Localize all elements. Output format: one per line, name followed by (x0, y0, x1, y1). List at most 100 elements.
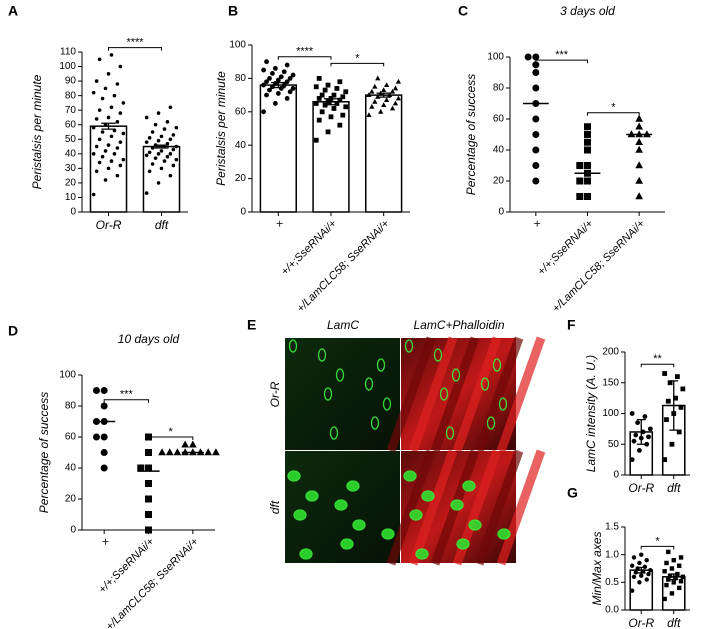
nucleus (288, 339, 298, 353)
significance-label: **** (296, 46, 314, 58)
nucleus (415, 548, 429, 560)
data-point (118, 111, 123, 115)
data-point (94, 117, 99, 121)
data-point (648, 567, 653, 573)
data-point (334, 86, 340, 91)
significance-bracket (148, 436, 194, 440)
data-point (340, 94, 346, 100)
nucleus (335, 368, 345, 382)
data-point (662, 569, 667, 574)
data-point (100, 96, 105, 101)
y-tick-label: 1.0 (605, 549, 619, 560)
significance-bracket (535, 59, 588, 64)
nucleus (445, 426, 455, 440)
muscle-fiber (386, 449, 436, 566)
significance-bracket (640, 363, 675, 368)
data-point (369, 103, 375, 109)
panel-label: A (8, 3, 18, 19)
data-point (109, 134, 114, 139)
data-point (664, 560, 669, 566)
data-point (576, 162, 584, 169)
data-point (664, 582, 669, 588)
nucleus (421, 490, 435, 502)
column-header: LamC+Phalloidin (413, 318, 504, 332)
y-tick-label: 80 (235, 73, 247, 84)
data-point (94, 169, 99, 174)
data-point (145, 526, 152, 534)
data-point (334, 101, 340, 106)
data-point (532, 61, 540, 69)
data-point (389, 105, 396, 111)
data-point (145, 495, 152, 503)
data-point (112, 152, 117, 156)
data-point (576, 177, 584, 185)
data-point (673, 575, 678, 581)
data-point (145, 464, 152, 472)
data-point (165, 120, 170, 124)
bar (142, 145, 181, 213)
data-point (188, 440, 197, 448)
x-tick-label: Or-R (628, 481, 654, 495)
y-tick-label: 50 (608, 439, 620, 450)
data-point (375, 75, 381, 81)
data-point (392, 85, 399, 91)
data-point (174, 125, 179, 130)
data-point (174, 157, 179, 162)
nucleus (439, 387, 449, 401)
data-point (584, 193, 591, 200)
data-point (147, 150, 152, 155)
data-point (153, 122, 158, 127)
data-point (316, 96, 322, 101)
error-bar (101, 122, 116, 130)
data-point (100, 464, 108, 472)
data-point (337, 79, 343, 85)
data-point (340, 112, 346, 118)
data-point (343, 89, 349, 95)
micrograph (386, 336, 546, 453)
nucleus (497, 528, 511, 540)
data-point (91, 192, 96, 197)
significance-bracket (277, 56, 332, 60)
data-point (272, 65, 278, 71)
nucleus (456, 538, 470, 550)
significance-label: * (611, 102, 616, 114)
data-point (261, 82, 266, 88)
nucleus (323, 387, 333, 401)
data-point (677, 563, 682, 568)
muscle-fiber (408, 336, 458, 453)
data-point (644, 558, 649, 563)
nucleus (305, 490, 319, 502)
data-point (366, 92, 372, 98)
nucleus (480, 377, 490, 391)
data-point (204, 448, 213, 456)
y-tick-label: 100 (602, 408, 619, 419)
data-point (112, 93, 117, 98)
data-point (103, 178, 108, 182)
data-point (669, 441, 675, 447)
y-tick-label: 20 (65, 494, 77, 505)
nucleus (352, 519, 366, 531)
error-bar (669, 380, 679, 431)
data-point (532, 177, 540, 185)
nucleus (346, 480, 360, 492)
data-point (171, 147, 176, 152)
muscle-fiber (386, 336, 436, 453)
significance-bracket (108, 47, 162, 51)
data-point (103, 86, 108, 91)
data-point (272, 101, 278, 106)
data-point (100, 449, 108, 456)
x-tick-label: × (99, 536, 112, 549)
y-axis-label: Peristalsis per minute (214, 71, 228, 186)
data-point (103, 149, 108, 153)
data-point (639, 573, 644, 578)
data-point (635, 138, 644, 146)
row-label: dft (268, 500, 282, 514)
data-point (150, 130, 155, 134)
y-tick-label: 40 (235, 140, 247, 151)
data-point (680, 574, 686, 579)
data-point (680, 386, 686, 392)
data-point (168, 105, 173, 110)
data-point (631, 574, 637, 579)
data-point (278, 74, 284, 80)
